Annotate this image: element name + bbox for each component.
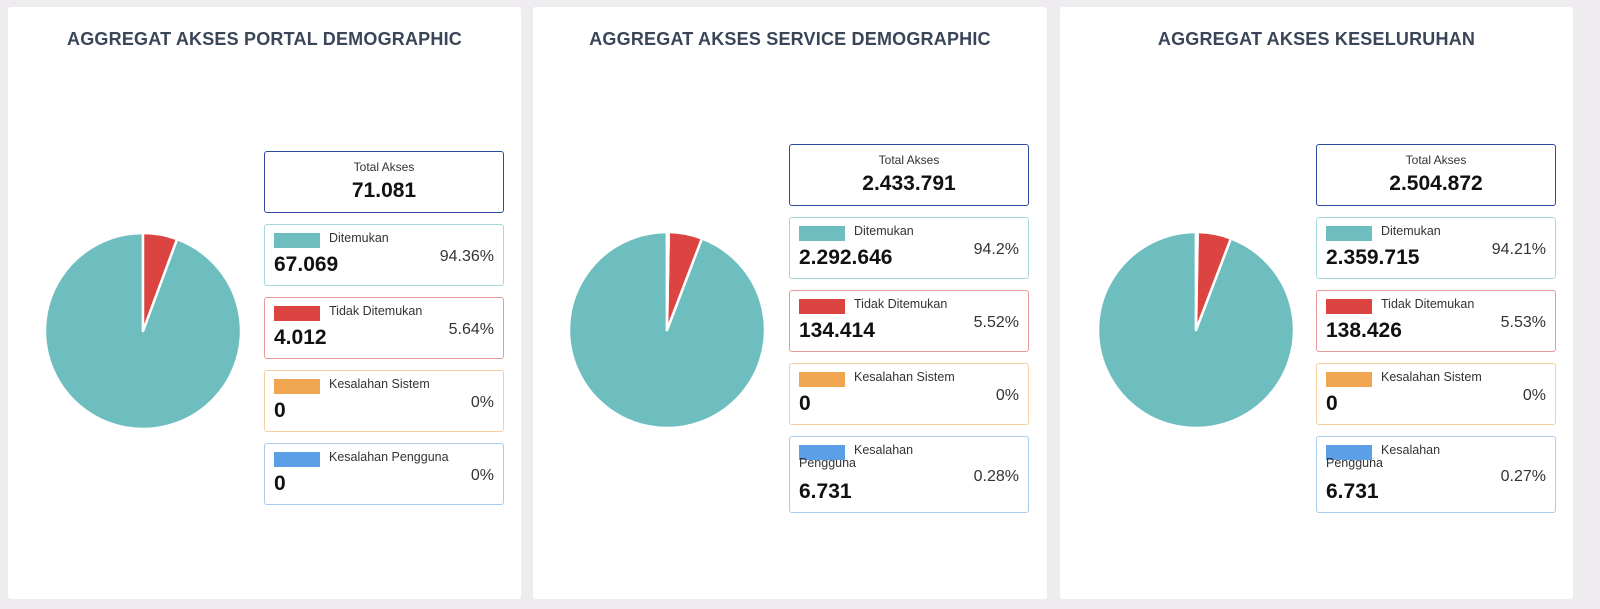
ditemukan-swatch: [799, 226, 845, 241]
panel-keseluruhan: AGGREGAT AKSES KESELURUHAN Total Akses 2…: [1060, 7, 1573, 599]
legend-tidak-ditemukan[interactable]: Tidak Ditemukan 138.426 5.53%: [1316, 290, 1556, 352]
kesalahan-pengguna-swatch: [1326, 445, 1372, 460]
kesalahan-pengguna-swatch: [799, 445, 845, 460]
panel-title: AGGREGAT AKSES SERVICE DEMOGRAPHIC: [589, 29, 991, 49]
tidak-ditemukan-swatch: [1326, 299, 1372, 314]
legend-label: Tidak Ditemukan: [854, 297, 948, 311]
legend-percent: 94.36%: [439, 248, 494, 265]
kesalahan-sistem-swatch: [1326, 372, 1372, 387]
kesalahan-sistem-swatch: [799, 372, 845, 387]
kesalahan-sistem-swatch: [274, 379, 320, 394]
legend-kesalahan-pengguna[interactable]: Kesalahan Pengguna 0 0%: [264, 443, 504, 505]
legend-percent: 94.2%: [973, 241, 1019, 258]
legend-percent: 0%: [470, 394, 494, 411]
legend-percent: 0.28%: [973, 468, 1019, 485]
legend-tidak-ditemukan[interactable]: Tidak Ditemukan 134.414 5.52%: [789, 290, 1029, 352]
legend-ditemukan[interactable]: Ditemukan 2.292.646 94.2%: [789, 217, 1029, 279]
legend-label: Tidak Ditemukan: [1381, 297, 1475, 311]
total-akses-card: Total Akses 2.504.872: [1316, 144, 1556, 206]
legend-ditemukan[interactable]: Ditemukan 67.069 94.36%: [264, 224, 504, 286]
legend-value: 6.731: [799, 480, 852, 503]
legend-percent: 5.52%: [973, 314, 1019, 331]
total-value: 2.433.791: [862, 172, 956, 195]
legend-value: 0: [799, 392, 811, 415]
legend-percent: 5.64%: [448, 321, 494, 338]
legend-label: Kesalahan Sistem: [854, 370, 955, 384]
legend-label: Ditemukan: [329, 231, 389, 245]
total-label: Total Akses: [878, 153, 940, 167]
pie-chart: [43, 231, 243, 431]
legend-value: 0: [274, 472, 286, 495]
legend-label: Kesalahan Sistem: [1381, 370, 1482, 384]
legend-label: Ditemukan: [1381, 224, 1441, 238]
pie-chart: [1096, 230, 1296, 430]
legend-kesalahan-sistem[interactable]: Kesalahan Sistem 0 0%: [264, 370, 504, 432]
ditemukan-swatch: [274, 233, 320, 248]
panel-title: AGGREGAT AKSES KESELURUHAN: [1157, 29, 1476, 49]
legend-value: 2.359.715: [1326, 246, 1420, 269]
ditemukan-swatch: [1326, 226, 1372, 241]
slice-kesalahan-pengguna[interactable]: [1194, 230, 1199, 332]
legend-value: 138.426: [1326, 319, 1402, 342]
legend-value: 0: [274, 399, 286, 422]
legend-value: 0: [1326, 392, 1338, 415]
legend-percent: 0%: [470, 467, 494, 484]
legend-percent: 94.21%: [1491, 241, 1546, 258]
panel-portal-demographic: AGGREGAT AKSES PORTAL DEMOGRAPHIC Total …: [8, 7, 521, 599]
legend-kesalahan-pengguna[interactable]: Kesalahan Pengguna 6.731 0.27%: [1316, 436, 1556, 513]
legend-percent: 0%: [995, 387, 1019, 404]
legend-label: Kesalahan Pengguna: [329, 450, 449, 464]
legend-percent: 0%: [1522, 387, 1546, 404]
legend-kesalahan-sistem[interactable]: Kesalahan Sistem 0 0%: [789, 363, 1029, 425]
total-akses-card: Total Akses 2.433.791: [789, 144, 1029, 206]
legend-label: Ditemukan: [854, 224, 914, 238]
legend-label: Kesalahan Pengguna: [1326, 443, 1441, 470]
slice-kesalahan-pengguna[interactable]: [665, 230, 670, 332]
panel-service-demographic: AGGREGAT AKSES SERVICE DEMOGRAPHIC Total…: [533, 7, 1047, 599]
legend-percent: 0.27%: [1500, 468, 1546, 485]
panel-title: AGGREGAT AKSES PORTAL DEMOGRAPHIC: [67, 29, 462, 49]
legend-kesalahan-pengguna[interactable]: Kesalahan Pengguna 6.731 0.28%: [789, 436, 1029, 513]
legend-label: Kesalahan Sistem: [329, 377, 430, 391]
total-akses-card: Total Akses 71.081: [264, 151, 504, 213]
tidak-ditemukan-swatch: [274, 306, 320, 321]
slice-tidak-ditemukan[interactable]: [141, 231, 179, 333]
total-value: 2.504.872: [1389, 172, 1483, 195]
legend-ditemukan[interactable]: Ditemukan 2.359.715 94.21%: [1316, 217, 1556, 279]
legend-percent: 5.53%: [1500, 314, 1546, 331]
total-label: Total Akses: [1405, 153, 1467, 167]
pie-chart: [567, 230, 767, 430]
legend-value: 6.731: [1326, 480, 1379, 503]
legend-label: Kesalahan Pengguna: [799, 443, 914, 470]
legend-value: 67.069: [274, 253, 339, 276]
kesalahan-pengguna-swatch: [274, 452, 320, 467]
total-value: 71.081: [351, 179, 417, 202]
total-label: Total Akses: [353, 160, 415, 174]
legend-tidak-ditemukan[interactable]: Tidak Ditemukan 4.012 5.64%: [264, 297, 504, 359]
legend-value: 2.292.646: [799, 246, 893, 269]
legend-kesalahan-sistem[interactable]: Kesalahan Sistem 0 0%: [1316, 363, 1556, 425]
legend-label: Tidak Ditemukan: [329, 304, 423, 318]
legend-value: 134.414: [799, 319, 875, 342]
tidak-ditemukan-swatch: [799, 299, 845, 314]
legend-value: 4.012: [274, 326, 327, 349]
